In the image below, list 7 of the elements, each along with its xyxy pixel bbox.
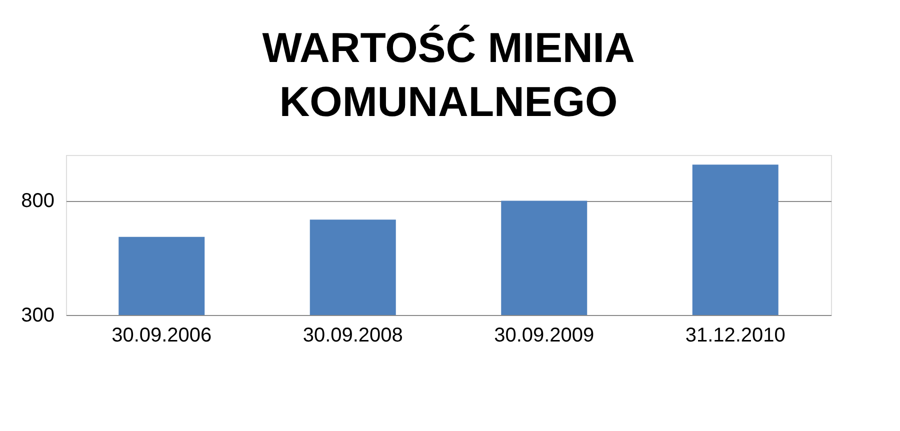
x-tick-label: 31.12.2010 [685, 324, 786, 346]
x-tick-label: 30.09.2006 [112, 324, 212, 346]
x-tick-label: 30.09.2008 [302, 324, 403, 346]
chart-title: WARTOŚĆ MIENIA KOMUNALNEGO [262, 24, 635, 125]
x-tick-label: 30.09.2009 [494, 324, 594, 346]
y-tick-label: 800 [21, 190, 54, 212]
y-tick-label: 300 [21, 304, 54, 326]
